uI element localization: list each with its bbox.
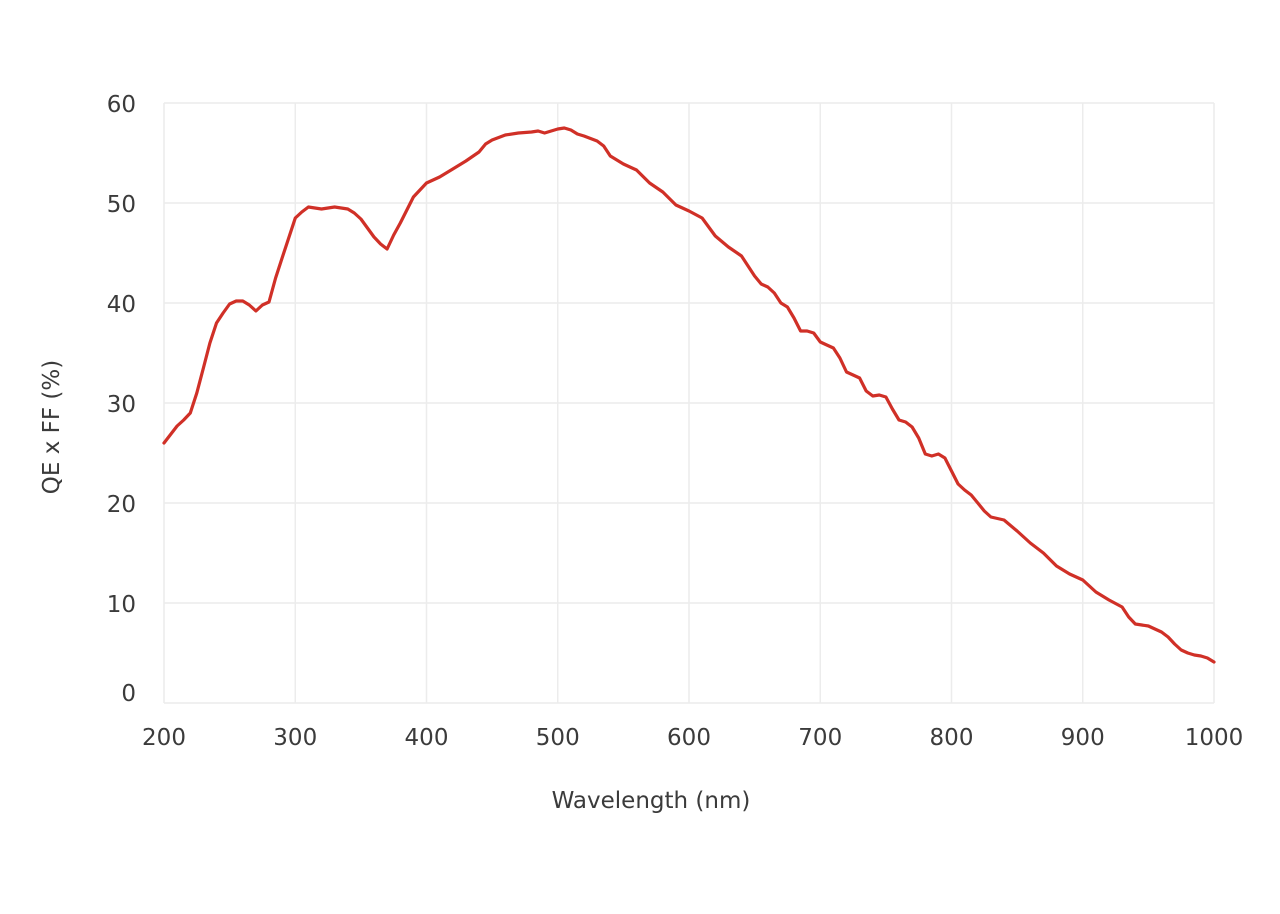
x-tick-label: 300 [273, 725, 317, 751]
x-tick-label: 900 [1061, 725, 1105, 751]
x-tick-label: 800 [930, 725, 974, 751]
y-tick-label: 30 [107, 392, 136, 418]
y-tick-label: 0 [121, 681, 136, 707]
x-axis-label: Wavelength (nm) [552, 788, 751, 814]
x-tick-label: 500 [536, 725, 580, 751]
y-tick-label: 10 [107, 592, 136, 618]
x-tick-label: 1000 [1185, 725, 1244, 751]
y-axis-label: QE x FF (%) [39, 360, 65, 494]
x-tick-label: 200 [142, 725, 186, 751]
x-tick-label: 400 [405, 725, 449, 751]
grid [163, 102, 1215, 704]
x-tick-label: 600 [667, 725, 711, 751]
y-tick-label: 60 [107, 92, 136, 118]
y-tick-label: 40 [107, 292, 136, 318]
series-line [162, 126, 1216, 664]
y-tick-label: 20 [107, 492, 136, 518]
y-tick-label: 50 [107, 192, 136, 218]
series-lines [162, 126, 1216, 664]
y-axis-ticks: 0 10 20 30 40 50 60 [107, 92, 136, 707]
x-axis-ticks: 200 300 400 500 600 700 800 900 1000 [142, 725, 1243, 751]
x-tick-label: 700 [798, 725, 842, 751]
